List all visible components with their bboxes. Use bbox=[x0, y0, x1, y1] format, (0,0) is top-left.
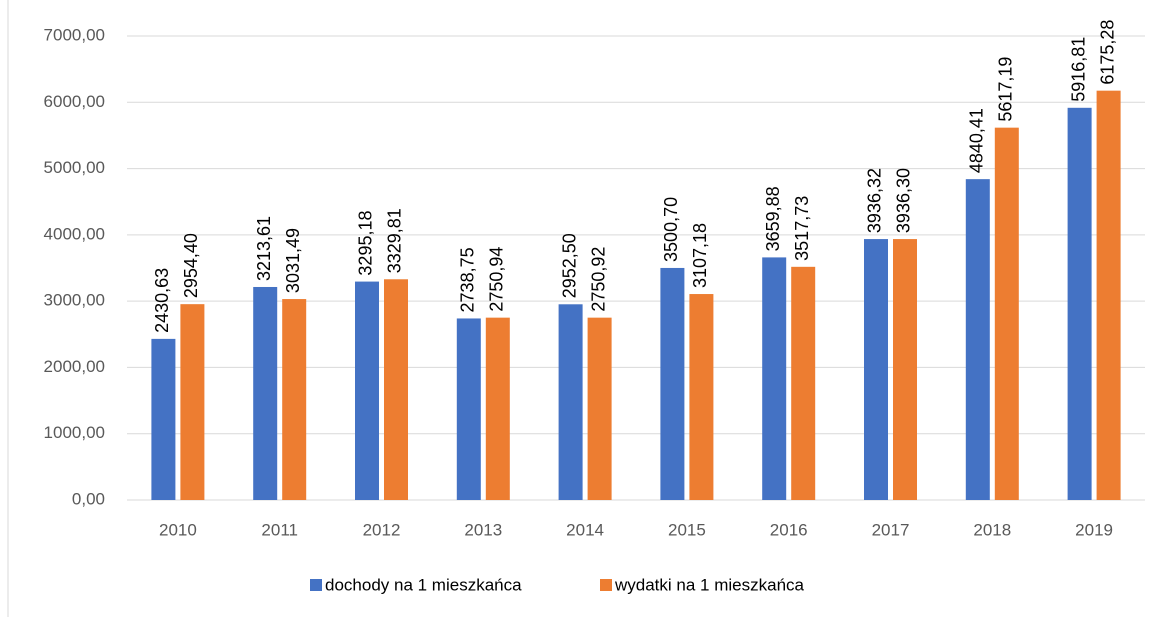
y-tick-label: 2000,00 bbox=[44, 357, 105, 376]
bar bbox=[791, 266, 816, 500]
data-label: 6175,28 bbox=[1097, 20, 1117, 85]
x-tick-label: 2011 bbox=[261, 520, 298, 539]
bar bbox=[180, 304, 205, 500]
bar bbox=[384, 279, 408, 500]
bar bbox=[355, 281, 379, 500]
x-tick-label: 2010 bbox=[159, 520, 197, 539]
x-tick-label: 2013 bbox=[464, 520, 502, 539]
legend-swatch bbox=[600, 579, 612, 591]
bar bbox=[485, 317, 510, 500]
x-tick-label: 2015 bbox=[668, 520, 706, 539]
bar bbox=[253, 286, 278, 500]
data-label: 3107,18 bbox=[690, 223, 710, 288]
bar bbox=[994, 127, 1019, 500]
data-label: 2750,94 bbox=[487, 247, 507, 312]
legend-swatch bbox=[310, 579, 322, 591]
bar bbox=[660, 267, 685, 500]
x-tick-label: 2017 bbox=[872, 520, 910, 539]
data-label: 3031,49 bbox=[283, 228, 303, 293]
bar bbox=[587, 317, 612, 500]
data-label: 2952,50 bbox=[559, 233, 579, 298]
data-label: 2430,63 bbox=[152, 268, 172, 333]
bar bbox=[893, 239, 917, 501]
y-tick-label: 5000,00 bbox=[44, 158, 105, 177]
data-label: 3295,18 bbox=[356, 210, 376, 275]
data-label: 5916,81 bbox=[1068, 37, 1088, 102]
bar bbox=[762, 257, 787, 500]
data-label: 2750,92 bbox=[588, 247, 608, 312]
legend-label: dochody na 1 mieszkańca bbox=[325, 575, 522, 594]
data-label: 3517,73 bbox=[792, 196, 812, 261]
bar bbox=[1096, 90, 1121, 501]
x-tick-label: 2014 bbox=[566, 520, 604, 539]
data-label: 3213,61 bbox=[254, 216, 274, 281]
x-tick-label: 2018 bbox=[973, 520, 1011, 539]
data-label: 2738,75 bbox=[458, 247, 478, 312]
data-label: 3500,70 bbox=[661, 197, 681, 262]
x-tick-label: 2012 bbox=[363, 520, 401, 539]
data-label: 3659,88 bbox=[763, 186, 783, 251]
data-label: 3936,30 bbox=[894, 168, 914, 233]
y-tick-label: 4000,00 bbox=[44, 224, 105, 243]
y-tick-label: 1000,00 bbox=[44, 423, 105, 442]
y-tick-label: 3000,00 bbox=[44, 291, 105, 310]
data-label: 4840,41 bbox=[967, 108, 987, 173]
bar bbox=[689, 294, 714, 500]
bar bbox=[864, 239, 888, 500]
bar bbox=[456, 318, 481, 500]
y-tick-label: 7000,00 bbox=[44, 25, 105, 44]
legend-label: wydatki na 1 mieszkańca bbox=[614, 575, 805, 594]
data-label: 2954,40 bbox=[181, 233, 201, 298]
bar bbox=[282, 299, 307, 500]
data-label: 5617,19 bbox=[996, 57, 1016, 122]
data-label: 3329,81 bbox=[385, 208, 405, 273]
bar bbox=[558, 304, 583, 500]
data-label: 3936,32 bbox=[865, 168, 885, 233]
bar bbox=[1067, 107, 1092, 501]
bar bbox=[965, 179, 990, 500]
x-tick-label: 2019 bbox=[1075, 520, 1113, 539]
x-tick-label: 2016 bbox=[770, 520, 808, 539]
bar bbox=[151, 338, 176, 500]
y-tick-label: 0,00 bbox=[72, 489, 105, 508]
y-tick-label: 6000,00 bbox=[44, 92, 105, 111]
